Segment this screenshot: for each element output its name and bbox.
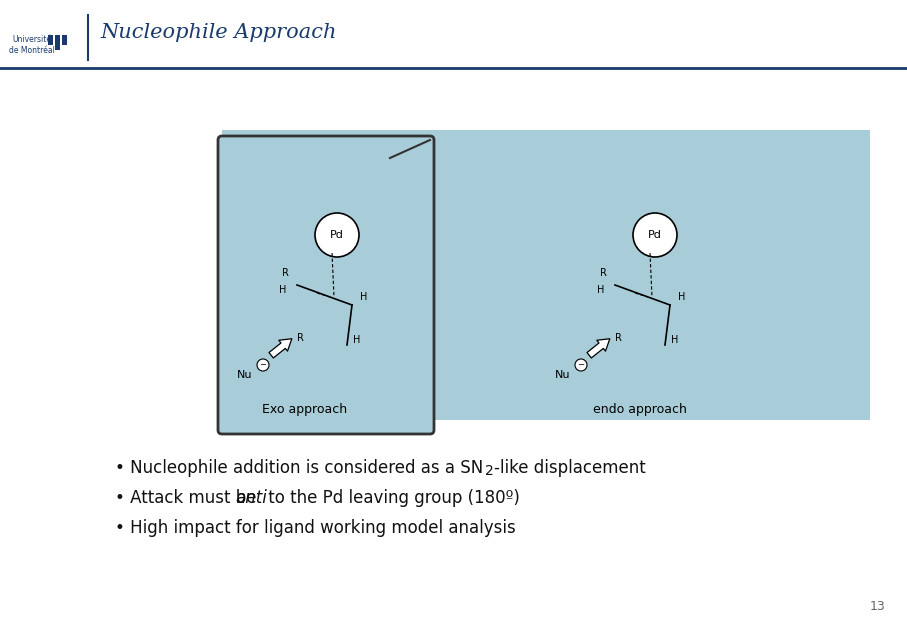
Text: Pd: Pd [330,230,344,240]
Text: Pd: Pd [649,230,662,240]
Text: -like displacement: -like displacement [494,459,646,477]
Text: 2: 2 [485,464,493,478]
Text: H: H [360,292,367,302]
Text: H: H [598,285,605,295]
Text: 13: 13 [869,601,885,614]
Text: R: R [615,333,621,343]
Bar [222,130,870,420]
Text: anti: anti [235,489,267,507]
Text: endo approach: endo approach [593,404,687,416]
FancyArrowPatch shape [587,339,610,358]
Text: R: R [297,333,304,343]
Text: −: − [578,361,584,369]
Text: Université
de Montréal: Université de Montréal [9,35,55,55]
Circle shape [315,213,359,257]
Text: R: R [600,268,607,278]
FancyBboxPatch shape [218,136,434,434]
Bar [62,35,67,45]
Circle shape [575,359,587,371]
Polygon shape [390,140,430,158]
Text: Exo approach: Exo approach [262,404,347,416]
Text: H: H [279,285,287,295]
Text: Nucleophile Approach: Nucleophile Approach [100,24,336,42]
Text: to the Pd leaving group (180º): to the Pd leaving group (180º) [263,489,520,507]
Text: • Nucleophile addition is considered as a SN: • Nucleophile addition is considered as … [115,459,483,477]
Circle shape [257,359,269,371]
Text: • High impact for ligand working model analysis: • High impact for ligand working model a… [115,519,516,537]
Text: • Attack must be: • Attack must be [115,489,262,507]
FancyArrowPatch shape [269,339,292,358]
Text: H: H [671,335,678,345]
Text: H: H [354,335,361,345]
Bar [48,35,53,45]
Text: R: R [281,268,288,278]
Text: Nu: Nu [238,370,253,380]
Text: Nu: Nu [555,370,571,380]
Text: −: − [259,361,267,369]
Circle shape [633,213,677,257]
Bar [55,35,60,50]
Text: H: H [678,292,686,302]
